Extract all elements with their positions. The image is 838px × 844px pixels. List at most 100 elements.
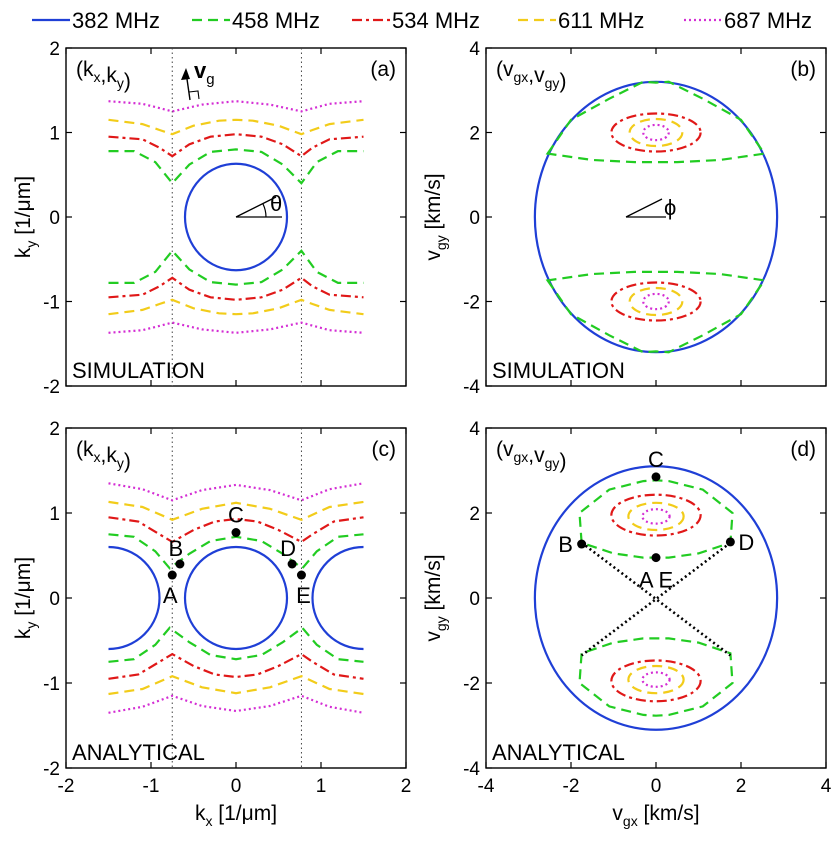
y-tick-label: -4 <box>463 377 480 398</box>
series-lobe <box>628 286 684 317</box>
angle-ray <box>235 196 277 218</box>
series-line <box>108 694 364 714</box>
y-axis-label: ky [1/μm] <box>12 176 39 258</box>
series-line <box>108 133 364 158</box>
y-axis-label: vgy [km/s] <box>422 554 449 641</box>
x-tick-label: 0 <box>231 776 242 797</box>
corner-part: (v <box>496 58 514 81</box>
y-axis-main: v <box>422 250 445 261</box>
x-tick-label: 0 <box>651 776 662 797</box>
series-lobe <box>545 80 767 164</box>
corner-label: (vgx,vgy) <box>496 438 566 473</box>
series-lobe <box>578 479 734 559</box>
series-lobe <box>627 664 685 695</box>
corner-sub: x <box>94 449 101 465</box>
marker-point <box>231 528 241 538</box>
x-tick-label: 2 <box>736 776 747 797</box>
angle-ray <box>625 198 663 218</box>
dotted-cross <box>580 541 732 657</box>
marker-point <box>175 559 185 569</box>
panel-label: (c) <box>372 438 397 461</box>
marker-point <box>725 537 735 547</box>
y-tick-label: -4 <box>463 759 480 780</box>
series-arc <box>108 545 161 651</box>
method-label: ANALYTICAL <box>72 740 205 765</box>
series-lobe <box>642 292 670 311</box>
plot-frame <box>65 427 407 769</box>
corner-part: ) <box>124 70 131 93</box>
y-tick-label: 4 <box>469 39 480 60</box>
x-axis-sub: gx <box>623 813 638 829</box>
y-axis-sub: y <box>23 622 39 629</box>
series-lobe <box>610 493 702 537</box>
x-axis-rest: [km/s] <box>638 802 700 825</box>
y-axis-label: vgy [km/s] <box>422 173 449 260</box>
marker-point <box>296 570 306 580</box>
y-axis-main: v <box>422 631 445 642</box>
y-tick-label: 0 <box>469 208 480 229</box>
x-tick-label: -2 <box>563 776 580 797</box>
y-tick-label: 0 <box>469 589 480 610</box>
legend-label: 382 MHz <box>72 8 160 33</box>
point-label: A <box>163 583 178 608</box>
point-label: C <box>648 447 664 472</box>
point-label: B <box>558 532 573 557</box>
corner-label: (kx,ky) <box>76 438 131 473</box>
y-tick-label: 1 <box>49 504 60 525</box>
panel-label: (a) <box>370 58 396 81</box>
series-outer <box>533 465 779 731</box>
series-line <box>108 249 364 286</box>
method-label: SIMULATION <box>72 358 205 383</box>
marker-point <box>167 570 177 580</box>
series-lobe <box>578 637 734 717</box>
y-axis-rest: [1/μm] <box>12 176 35 241</box>
point-label: B <box>169 536 184 561</box>
x-axis-label: vgx [km/s] <box>612 802 699 829</box>
corner-sub: x <box>94 69 101 85</box>
point-label: A E <box>639 568 673 593</box>
corner-sub: gy <box>545 455 560 471</box>
legend-label: 687 MHz <box>724 8 812 33</box>
series-circle <box>183 545 289 651</box>
y-axis-main: k <box>12 247 35 258</box>
marker-point <box>577 539 587 549</box>
series-line <box>108 100 364 113</box>
x-tick-label: -4 <box>478 776 495 797</box>
y-tick-label: 2 <box>49 419 60 440</box>
point-label: D <box>280 536 296 561</box>
x-tick-label: -1 <box>143 776 160 797</box>
legend: 382 MHz 458 MHz 534 MHz 611 MHz 687 MHz <box>32 8 812 33</box>
corner-part: ,k <box>101 444 118 467</box>
y-axis-rest: [km/s] <box>422 173 445 235</box>
corner-label: (kx,ky) <box>76 58 131 93</box>
angle-arc <box>262 203 267 218</box>
y-axis-main: k <box>12 628 35 639</box>
panel-c: -2 -1 0 1 2-2-1012ABCDE(kx,ky)(c)ANALYTICALk… <box>12 419 411 829</box>
series-lobe <box>610 659 702 703</box>
right-angle-mark <box>188 90 200 100</box>
x-axis-main: v <box>612 802 623 825</box>
marker-point <box>651 553 661 563</box>
y-tick-label: 1 <box>49 124 60 145</box>
series-lobe <box>610 112 702 153</box>
series-line <box>108 148 364 185</box>
panel-label: (b) <box>790 58 816 81</box>
series-line <box>108 675 364 696</box>
vg-arrowhead <box>181 68 190 80</box>
y-axis-sub: y <box>23 241 39 248</box>
y-tick-label: 0 <box>49 208 60 229</box>
x-axis-rest: [1/μm] <box>212 802 277 825</box>
series-lobe <box>641 508 671 525</box>
phi-label: ϕ <box>664 195 676 220</box>
corner-part: (v <box>496 438 514 461</box>
y-axis-sub: gy <box>433 616 449 631</box>
corner-sub: y <box>117 455 124 471</box>
series-line <box>108 298 364 316</box>
y-tick-label: -2 <box>463 674 480 695</box>
y-axis-label: ky [1/μm] <box>12 557 39 639</box>
series-line <box>108 276 364 301</box>
marker-point <box>287 559 297 569</box>
